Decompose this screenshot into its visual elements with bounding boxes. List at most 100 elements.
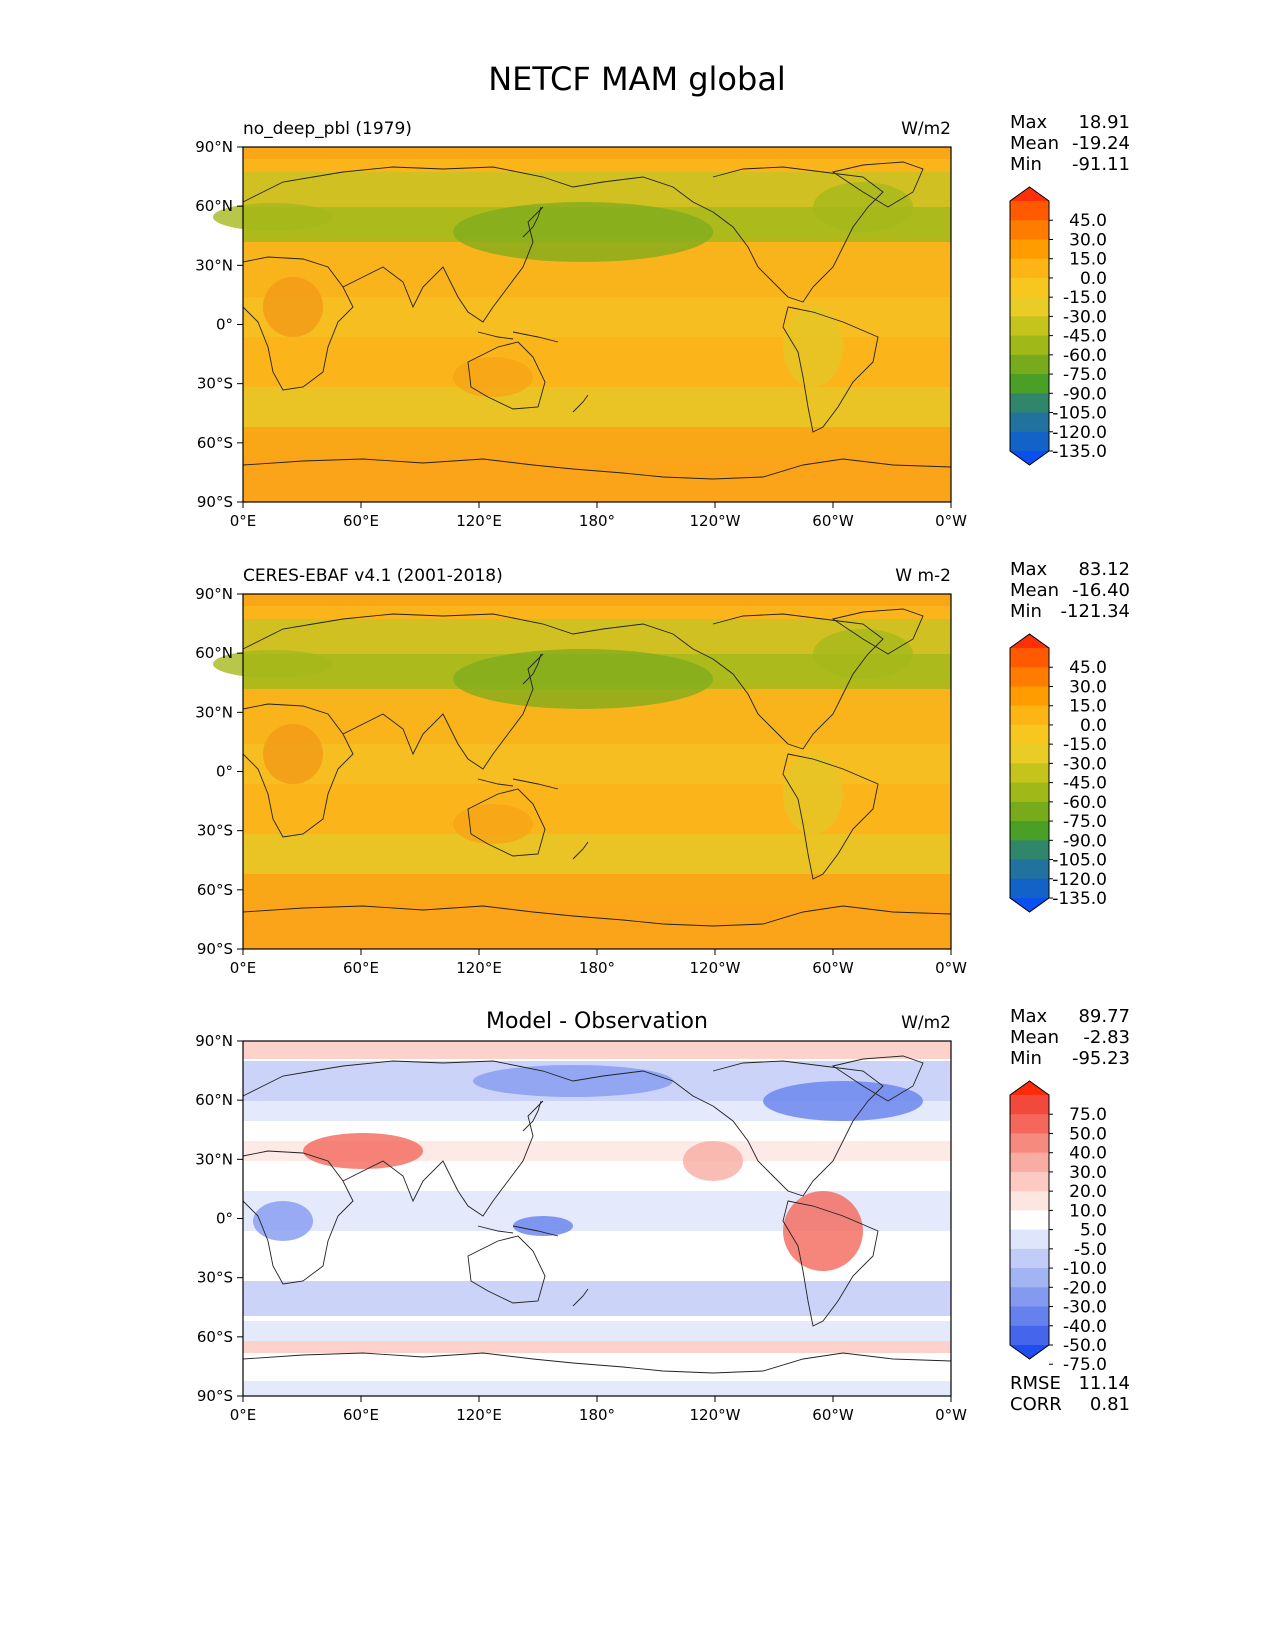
- x-tick-label: 0°W: [935, 512, 967, 530]
- y-tick-label: 90°N: [195, 138, 233, 156]
- y-tick-label: 60°N: [195, 1091, 233, 1109]
- colorbar-label: -75.0: [1063, 1355, 1107, 1375]
- colorbar-label: -90.0: [1063, 384, 1107, 404]
- y-tick-label: 60°S: [197, 881, 233, 899]
- colorbar-label: -135.0: [1052, 442, 1107, 462]
- colorbar-label: -60.0: [1063, 793, 1107, 813]
- x-tick-label: 0°E: [230, 512, 257, 530]
- corr-value: 0.81: [1090, 1394, 1130, 1415]
- y-tick-label: 60°N: [195, 197, 233, 215]
- colorbar-extend-min: [1010, 451, 1049, 465]
- colorbar-label: -105.0: [1052, 851, 1107, 871]
- y-tick-label: 90°S: [197, 940, 233, 958]
- y-tick-label: 30°N: [195, 703, 233, 721]
- corr-label: CORR: [1010, 1394, 1062, 1415]
- stat-mean-label: Mean: [1010, 1027, 1059, 1048]
- colorbar-swatch: [1010, 1095, 1049, 1115]
- y-tick-label: 90°S: [197, 1387, 233, 1405]
- colorbar-label: 30.0: [1069, 1163, 1107, 1183]
- y-tick-label: 0°: [216, 763, 233, 781]
- colorbar-label: 45.0: [1069, 658, 1107, 678]
- colorbar-label: 30.0: [1069, 230, 1107, 250]
- panel-units: W/m2: [901, 119, 951, 139]
- colorbar-label: -50.0: [1063, 1336, 1107, 1356]
- colorbar-swatch: [1010, 297, 1049, 317]
- stat-min-label: Min: [1010, 154, 1042, 175]
- stat-max-label: Max: [1010, 112, 1048, 133]
- colorbar-swatch: [1010, 1306, 1049, 1327]
- panel-left-title: no_deep_pbl (1979): [243, 119, 412, 139]
- colorbar-swatch: [1010, 277, 1049, 298]
- x-tick-label: 0°E: [230, 1406, 257, 1424]
- colorbar-label: -45.0: [1063, 327, 1107, 347]
- y-tick-label: 90°S: [197, 493, 233, 511]
- colorbar-label: 45.0: [1069, 211, 1107, 231]
- colorbar-swatch: [1010, 1325, 1049, 1346]
- stat-max-value: 18.91: [1078, 112, 1130, 133]
- x-tick-label: 120°W: [690, 1406, 741, 1424]
- x-tick-label: 180°: [579, 959, 615, 977]
- colorbar-label: -5.0: [1074, 1240, 1107, 1260]
- x-tick-label: 60°E: [343, 959, 379, 977]
- stat-min-value: -121.34: [1061, 601, 1130, 622]
- colorbar-label: -105.0: [1052, 404, 1107, 424]
- x-tick-label: 180°: [579, 1406, 615, 1424]
- y-tick-label: 0°: [216, 1210, 233, 1228]
- colorbar-label: -30.0: [1063, 1298, 1107, 1318]
- x-tick-label: 0°W: [935, 959, 967, 977]
- rmse-label: RMSE: [1010, 1373, 1061, 1394]
- colorbar-label: -15.0: [1063, 288, 1107, 308]
- map-field: [213, 593, 952, 950]
- colorbar-label: -15.0: [1063, 735, 1107, 755]
- figure-title: NETCF MAM global: [488, 60, 786, 98]
- x-tick-label: 60°W: [812, 959, 854, 977]
- colorbar-swatch: [1010, 1268, 1049, 1288]
- x-tick-label: 120°E: [456, 512, 502, 530]
- colorbar-label: 50.0: [1069, 1124, 1107, 1144]
- colorbar-label: -75.0: [1063, 812, 1107, 832]
- colorbar-swatch: [1010, 724, 1049, 745]
- colorbar-label: -45.0: [1063, 774, 1107, 794]
- x-tick-label: 120°W: [690, 512, 741, 530]
- stat-mean-value: -2.83: [1083, 1027, 1130, 1048]
- colorbar-swatch: [1010, 393, 1049, 414]
- colorbar-swatch: [1010, 1133, 1049, 1154]
- colorbar-swatch: [1010, 821, 1049, 841]
- stat-min-label: Min: [1010, 1048, 1042, 1069]
- x-tick-label: 120°W: [690, 959, 741, 977]
- x-tick-label: 60°E: [343, 512, 379, 530]
- panel-units: W/m2: [901, 1013, 951, 1033]
- x-tick-label: 0°W: [935, 1406, 967, 1424]
- x-tick-label: 120°E: [456, 1406, 502, 1424]
- colorbar-label: -40.0: [1063, 1317, 1107, 1337]
- colorbar-swatch: [1010, 412, 1049, 433]
- colorbar-swatch: [1010, 1229, 1049, 1250]
- colorbar-label: 10.0: [1069, 1201, 1107, 1221]
- colorbar-swatch: [1010, 859, 1049, 880]
- colorbar-swatch: [1010, 1287, 1049, 1308]
- x-tick-label: 120°E: [456, 959, 502, 977]
- colorbar-label: 5.0: [1080, 1221, 1107, 1241]
- y-tick-label: 60°N: [195, 644, 233, 662]
- y-tick-label: 90°N: [195, 1032, 233, 1050]
- colorbar-label: -120.0: [1052, 870, 1107, 890]
- colorbar-swatch: [1010, 801, 1049, 822]
- colorbar-swatch: [1010, 258, 1049, 279]
- colorbar-extend-max: [1010, 634, 1049, 648]
- stat-mean-label: Mean: [1010, 580, 1059, 601]
- colorbar: 45.030.015.00.0-15.0-30.0-45.0-60.0-75.0…: [1009, 633, 1107, 913]
- colorbar-label: 0.0: [1080, 716, 1107, 736]
- colorbar-swatch: [1010, 1210, 1049, 1231]
- colorbar-label: -90.0: [1063, 831, 1107, 851]
- stat-mean-value: -19.24: [1072, 133, 1130, 154]
- colorbar-swatch: [1010, 335, 1049, 356]
- colorbar-swatch: [1010, 431, 1049, 452]
- y-tick-label: 30°N: [195, 1150, 233, 1168]
- colorbar-label: -30.0: [1063, 754, 1107, 774]
- rmse-value: 11.14: [1078, 1373, 1130, 1394]
- panel-2: CERES-EBAF v4.1 (2001-2018) W m-2 0°E 60°E 1…: [195, 559, 1130, 977]
- colorbar-swatch: [1010, 840, 1049, 861]
- panel-1: no_deep_pbl (1979) W/m2 0°E 60°E 120°E 180° 12…: [195, 112, 1130, 530]
- colorbar: 45.030.015.00.0-15.0-30.0-45.0-60.0-75.0…: [1009, 186, 1107, 466]
